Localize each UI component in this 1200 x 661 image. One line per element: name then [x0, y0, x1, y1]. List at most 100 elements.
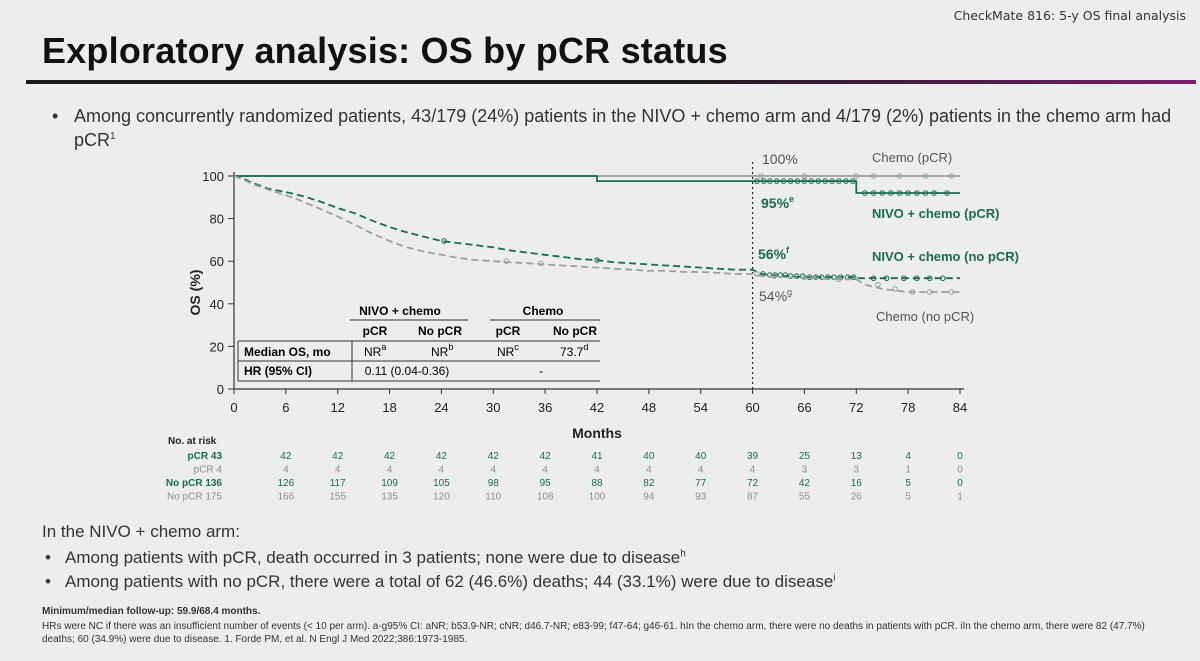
risk-value: 4 [439, 465, 445, 476]
footnote-details: HRs were NC if there was an insufficient… [42, 621, 1145, 645]
annotation-chemo-no-pcr: 54%g [759, 287, 792, 304]
censor-mark [758, 173, 765, 179]
censor-mark [944, 190, 950, 196]
table-hr-chemo: - [539, 364, 543, 378]
censor-mark [594, 257, 600, 263]
censor-mark [879, 190, 886, 196]
risk-value: 135 [381, 492, 398, 503]
censor-mark [870, 190, 877, 196]
risk-value: 42 [540, 451, 552, 462]
censor-mark [836, 178, 842, 184]
nivo-arm-bullet-2: • Among patients with no pCR, there were … [45, 572, 836, 591]
x-tick-label: 66 [797, 400, 811, 415]
x-axis-label: Months [572, 425, 622, 441]
censor-mark [836, 276, 842, 283]
legend-nivo-pcr: NIVO + chemo (pCR) [872, 206, 1000, 221]
censor-mark [812, 274, 819, 280]
table-col-pcr-nivo: pCR [363, 324, 388, 338]
slide-header: CheckMate 816: 5-y OS final analysis [0, 0, 1200, 30]
risk-value: 0 [957, 478, 963, 489]
x-tick-label: 24 [434, 400, 448, 415]
risk-value: 4 [594, 465, 600, 476]
risk-value: 5 [905, 478, 911, 489]
censor-mark [862, 190, 868, 196]
censor-mark [801, 178, 808, 184]
title-rule [26, 80, 1196, 84]
censor-mark [913, 190, 920, 196]
risk-value: 3 [802, 465, 808, 476]
censor-mark [901, 275, 907, 282]
risk-value: 4 [491, 465, 497, 476]
risk-value: 166 [278, 492, 295, 503]
censor-mark [896, 173, 903, 179]
censor-mark [922, 190, 929, 196]
legend-chemo-pcr: Chemo (pCR) [872, 150, 952, 165]
censor-mark [843, 178, 849, 184]
y-tick-label: 100 [202, 169, 224, 184]
y-tick-label: 80 [210, 212, 224, 227]
risk-value: 126 [278, 478, 295, 489]
risk-value: 41 [591, 451, 603, 462]
y-axis-label: OS (%) [187, 270, 203, 316]
table-row-median-label: Median OS, mo [244, 345, 331, 359]
annotation-nivo-no-pcr: 56%f [758, 245, 790, 262]
risk-value: 0 [957, 465, 963, 476]
censor-mark [794, 178, 801, 184]
risk-value: 42 [280, 451, 292, 462]
risk-value: 4 [750, 465, 756, 476]
risk-value: 3 [854, 465, 860, 476]
table-col-pcr-chemo: pCR [496, 324, 521, 338]
risk-row-label: pCR 4 [194, 465, 223, 476]
study-label: CheckMate 816: 5-y OS final analysis [953, 8, 1186, 23]
censor-mark [808, 178, 815, 184]
censor-mark [754, 178, 760, 184]
annotation-chemo-pcr: 100% [762, 151, 798, 167]
risk-value: 42 [436, 451, 448, 462]
censor-mark [771, 273, 777, 279]
censor-mark [767, 178, 773, 184]
censor-mark [909, 289, 916, 295]
risk-value: 95 [540, 478, 552, 489]
risk-row-label: pCR 43 [188, 451, 223, 462]
censor-mark [926, 289, 933, 295]
risk-value: 120 [433, 492, 450, 503]
risk-value: 117 [330, 478, 346, 489]
censor-mark [931, 190, 937, 196]
risk-value: 72 [747, 478, 759, 489]
risk-value: 4 [283, 465, 289, 476]
risk-value: 109 [381, 478, 398, 489]
x-tick-label: 12 [330, 400, 344, 415]
risk-value: 42 [488, 451, 500, 462]
y-tick-label: 20 [210, 339, 224, 354]
censor-mark [892, 286, 898, 292]
km-curve-nivo-no-pcr [233, 175, 960, 280]
censor-mark [948, 173, 955, 179]
km-curve-nivo-pcr [234, 175, 960, 194]
x-tick-label: 54 [693, 400, 707, 415]
risk-value: 26 [851, 492, 863, 503]
x-tick-label: 42 [590, 400, 604, 415]
censor-mark [870, 173, 877, 179]
censor-mark [875, 281, 881, 288]
censor-mark [870, 275, 877, 282]
risk-value: 4 [542, 465, 548, 476]
risk-value: 1 [957, 492, 963, 503]
censor-mark [939, 275, 946, 282]
censor-mark [905, 190, 911, 196]
risk-value: 1 [905, 465, 911, 476]
legend-chemo-no-pcr: Chemo (no pCR) [876, 309, 974, 324]
risk-value: 155 [329, 492, 346, 503]
censor-mark [948, 289, 955, 295]
risk-value: 42 [799, 478, 811, 489]
censor-mark [441, 238, 447, 244]
risk-value: 4 [335, 465, 341, 476]
x-tick-label: 48 [642, 400, 656, 415]
censor-mark [787, 178, 794, 184]
censor-mark [913, 275, 920, 282]
risk-value: 25 [799, 451, 811, 462]
table-col-nopcr-chemo: No pCR [553, 324, 597, 338]
x-tick-label: 78 [901, 400, 915, 415]
risk-value: 39 [747, 451, 759, 462]
table-hr-nivo: 0.11 (0.04-0.36) [365, 364, 450, 378]
